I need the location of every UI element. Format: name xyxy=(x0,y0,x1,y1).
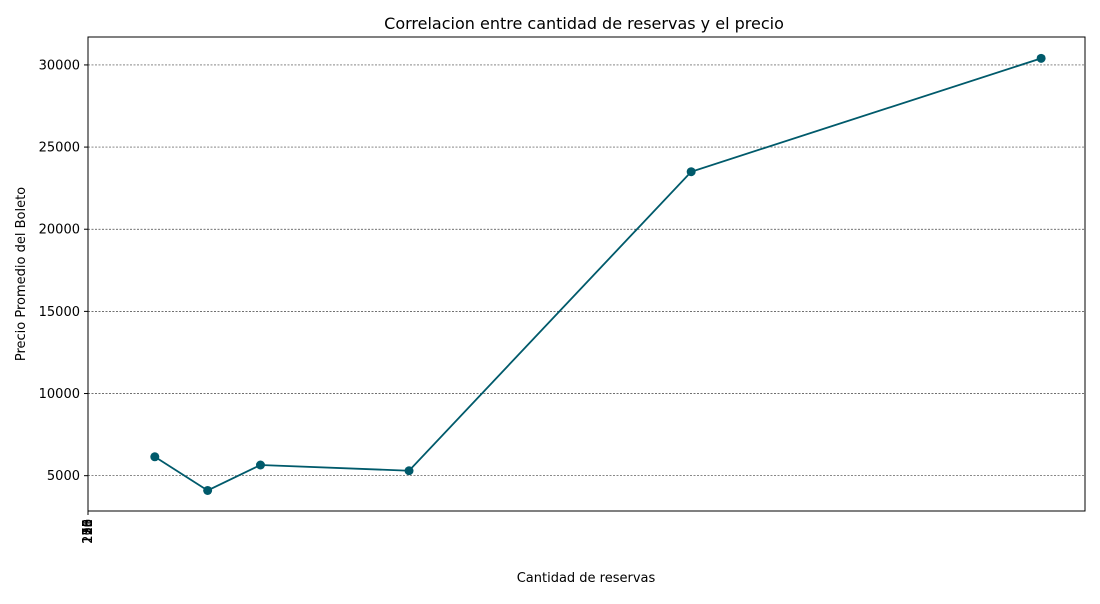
y-tick-label: 15000 xyxy=(39,305,80,320)
x-tick-label: 100 xyxy=(81,519,96,544)
y-tick-label: 5000 xyxy=(47,469,80,484)
y-tick-label: 20000 xyxy=(39,223,80,238)
x-tick-label: 1 xyxy=(81,519,96,527)
y-tick-label: 25000 xyxy=(39,141,80,156)
x-tick-label: 33 xyxy=(81,519,96,536)
x-axis-label: Cantidad de reservas xyxy=(517,571,656,586)
y-tick-label: 10000 xyxy=(39,387,80,402)
plot-frame xyxy=(87,36,1086,512)
data-points xyxy=(150,53,1046,495)
data-point xyxy=(255,460,265,470)
data-point xyxy=(203,485,213,495)
y-tick-label: 30000 xyxy=(39,58,80,73)
x-tick-label: 20 xyxy=(81,519,96,536)
axes xyxy=(87,36,1086,512)
y-axis-ticks: 5000 10000 15000 20000 25000 30000 xyxy=(39,58,88,484)
data-point xyxy=(686,167,696,177)
x-tick-label: 26 xyxy=(81,519,96,536)
y-axis-label: Precio Promedio del Boleto xyxy=(14,187,29,361)
x-tick-label: 30 xyxy=(81,519,96,536)
x-tick-label: 15 xyxy=(81,519,96,536)
data-point xyxy=(404,466,414,476)
x-tick-label: 218 xyxy=(81,519,96,544)
data-point xyxy=(1036,53,1046,63)
grid-lines xyxy=(88,64,1085,477)
series-line xyxy=(154,57,1042,492)
series-line-path xyxy=(154,57,1042,492)
chart-title: Correlacion entre cantidad de reservas y… xyxy=(384,14,784,33)
x-tick-label: 5 xyxy=(81,519,96,527)
x-tick-label: 55 xyxy=(81,519,96,536)
x-tick-label: 178 xyxy=(81,519,96,544)
data-point xyxy=(150,452,160,462)
x-tick-label: 10 xyxy=(81,519,96,536)
